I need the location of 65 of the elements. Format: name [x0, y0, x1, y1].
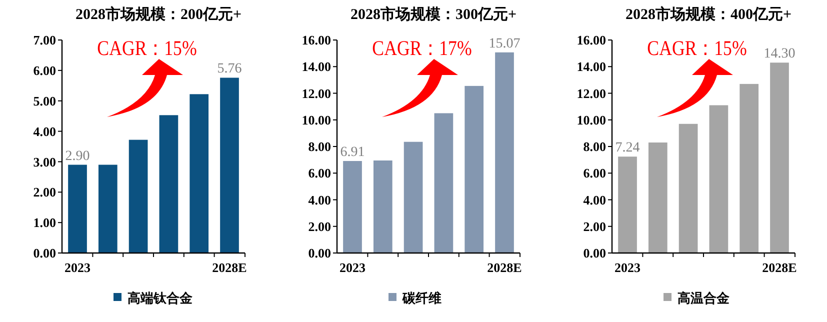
y-tick-label: 14.00	[576, 59, 606, 74]
legend-label: 碳纤维	[402, 290, 442, 306]
y-tick-label: 12.00	[302, 86, 331, 101]
y-tick-label: 4.00	[33, 124, 56, 139]
y-tick-label: 6.00	[308, 166, 331, 181]
x-tick-label: 2023	[340, 260, 366, 275]
y-tick-label: 16.00	[576, 32, 606, 48]
x-tick-label: 2028E	[487, 260, 522, 275]
y-tick-label: 4.00	[308, 192, 331, 208]
y-tick-label: 12.00	[576, 86, 606, 101]
x-tick-label: 2023	[64, 260, 92, 275]
y-tick-label: 1.00	[33, 215, 56, 230]
y-tick-label: 4.00	[583, 192, 606, 208]
bar	[770, 62, 789, 253]
data-label: 7.24	[615, 140, 640, 156]
data-label: 6.91	[340, 145, 365, 160]
bar	[220, 78, 239, 253]
bar	[190, 94, 209, 253]
bar	[159, 115, 178, 253]
bar	[98, 164, 118, 253]
y-tick-label: 0.00	[33, 246, 56, 261]
data-label: 2.90	[65, 148, 90, 164]
y-tick-label: 5.00	[33, 93, 56, 108]
y-tick-label: 2.00	[308, 218, 331, 234]
legend-label: 高端钛合金	[128, 290, 194, 306]
legend-label: 高温合金	[678, 290, 730, 306]
y-tick-label: 7.00	[33, 32, 56, 48]
y-tick-label: 3.00	[33, 154, 56, 170]
bar	[464, 86, 484, 253]
bar	[404, 142, 423, 253]
data-label: 5.76	[217, 62, 242, 77]
x-tick-label: 2028E	[762, 260, 797, 275]
y-tick-label: 8.00	[583, 139, 606, 154]
bar	[648, 142, 668, 253]
chart-title: 2028市场规模：400亿元+	[625, 5, 792, 23]
y-tick-label: 6.00	[583, 166, 606, 181]
data-label: 14.30	[764, 46, 796, 62]
y-tick-label: 14.00	[302, 59, 331, 74]
bar	[709, 105, 728, 253]
bar	[618, 156, 637, 253]
bar	[343, 161, 362, 253]
y-tick-label: 0.00	[583, 246, 606, 261]
bar	[68, 164, 87, 253]
x-tick-label: 2028E	[212, 260, 247, 275]
bar	[373, 160, 392, 253]
y-tick-label: 16.00	[302, 32, 331, 48]
annotation: CAGR：17%	[372, 38, 472, 60]
bar	[128, 140, 148, 253]
annotation: CAGR：15%	[97, 38, 197, 60]
bar	[434, 113, 454, 253]
bar	[678, 124, 698, 253]
chart-title: 2028市场规模：300亿元+	[350, 5, 517, 23]
bar	[495, 52, 514, 253]
y-tick-label: 8.00	[308, 139, 331, 154]
annotation: CAGR：15%	[647, 38, 747, 60]
data-label: 15.07	[488, 36, 520, 52]
y-tick-label: 10.00	[576, 112, 606, 128]
y-tick-label: 6.00	[33, 62, 56, 78]
y-tick-label: 2.00	[583, 218, 606, 234]
bar	[740, 84, 759, 253]
y-tick-label: 0.00	[308, 246, 331, 261]
x-tick-label: 2023	[614, 260, 642, 275]
y-tick-label: 2.00	[33, 184, 56, 200]
chart-title: 2028市场规模：200亿元+	[75, 5, 242, 23]
y-tick-label: 10.00	[302, 112, 331, 128]
